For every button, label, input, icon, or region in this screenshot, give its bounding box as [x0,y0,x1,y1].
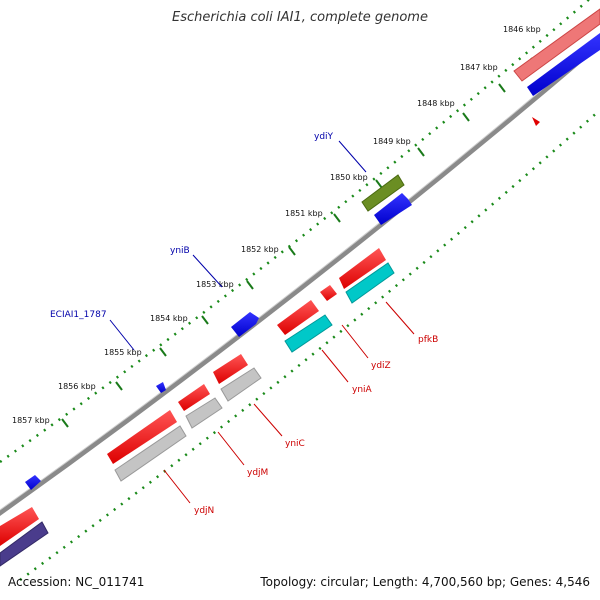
gene-label-yniA[interactable]: yniA [352,385,373,395]
connector-ydiY [338,140,367,173]
gene-feature-yniA-red[interactable] [277,300,319,335]
tick-mark [333,213,341,223]
map-title: Escherichia coli IAI1, complete genome [172,10,428,25]
gene-label-yniC[interactable]: yniC [285,439,305,449]
label-connectors [109,140,415,504]
tick-mark [159,347,167,357]
gene-feature-blue-left[interactable] [25,475,41,490]
gene-feature-ydjN-gray[interactable] [114,425,187,482]
gene-feature-ydjM-gray[interactable] [185,397,223,429]
forward-strand-genes [25,8,600,490]
gene-label-ydjM[interactable]: ydjM [247,468,268,478]
gene-label-pfkB[interactable]: pfkB [418,335,438,345]
gene-feature-small-red[interactable] [320,285,337,301]
gene-feature-ydiY[interactable] [361,174,405,212]
gene-feature-pink[interactable] [513,8,600,82]
gene-feature-yniC-red[interactable] [213,354,248,384]
tick-track-outer [0,0,591,464]
connector-yniC [253,403,283,437]
marker-triangle [532,117,540,126]
gene-feature-ydiY-partner[interactable] [374,193,412,225]
tick-mark [375,179,383,189]
connector-pfkB [385,301,415,335]
gene-label-ECIAI1_1787[interactable]: ECIAI1_1787 [50,310,107,320]
tick-mark [201,315,209,325]
gene-label-yniB[interactable]: yniB [170,246,190,256]
tick-track-inner [19,109,600,582]
reverse-strand-genes [0,117,540,567]
gene-labels: ydiY yniB ECIAI1_1787 pfkB ydiZ yniA yni… [50,132,438,516]
tick-mark [115,381,123,391]
tick-label: 1846 kbp [503,25,541,34]
tick-label: 1853 kbp [196,280,234,289]
tick-label: 1856 kbp [58,382,96,391]
genome-backbone [0,40,600,516]
tick-label: 1857 kbp [12,416,50,425]
tick-label: 1855 kbp [104,348,142,357]
gene-feature-blue[interactable] [527,33,600,96]
gene-feature-pfkB-cyan[interactable] [345,262,395,304]
gene-feature-red-left[interactable] [0,507,39,546]
tick-mark [288,246,296,256]
tick-label: 1849 kbp [373,137,411,146]
tick-label: 1851 kbp [285,209,323,218]
gene-label-ydiY[interactable]: ydiY [314,132,334,142]
gene-feature-yniC-gray[interactable] [220,367,262,402]
gene-feature-ydjN-red[interactable] [107,410,177,464]
accession-label: Accession: NC_011741 [8,575,145,589]
gene-feature-yniB[interactable] [231,312,259,337]
kbp-ticks: 1846 kbp 1847 kbp 1848 kbp 1849 kbp 1850… [12,25,541,428]
connector-ydjM [217,431,245,466]
gene-feature-ECIAI1_1787[interactable] [156,382,166,393]
connector-yniA [321,349,349,383]
gene-feature-pfkB-red[interactable] [339,248,386,289]
tick-mark [246,280,254,290]
tick-label: 1848 kbp [417,99,455,108]
genome-backbone-highlight [0,39,600,511]
gene-feature-ydjM-red[interactable] [178,384,210,411]
connector-ydjN [163,469,191,504]
tick-label: 1852 kbp [241,245,279,254]
tick-mark [61,418,69,428]
connector-ECIAI1_1787 [109,319,135,351]
gene-feature-navy-left[interactable] [0,521,49,567]
gene-feature-ydiZ-cyan[interactable] [284,314,333,353]
gene-label-ydiZ[interactable]: ydiZ [371,361,391,371]
tick-mark [417,147,425,157]
tick-label: 1850 kbp [330,173,368,182]
gene-label-ydjN[interactable]: ydjN [194,506,214,516]
connector-yniB [192,254,223,288]
tick-mark [498,83,506,93]
tick-label: 1847 kbp [460,63,498,72]
tick-label: 1854 kbp [150,314,188,323]
genome-summary: Topology: circular; Length: 4,700,560 bp… [260,575,590,589]
connector-ydiZ [341,324,369,359]
tick-mark [462,112,470,122]
